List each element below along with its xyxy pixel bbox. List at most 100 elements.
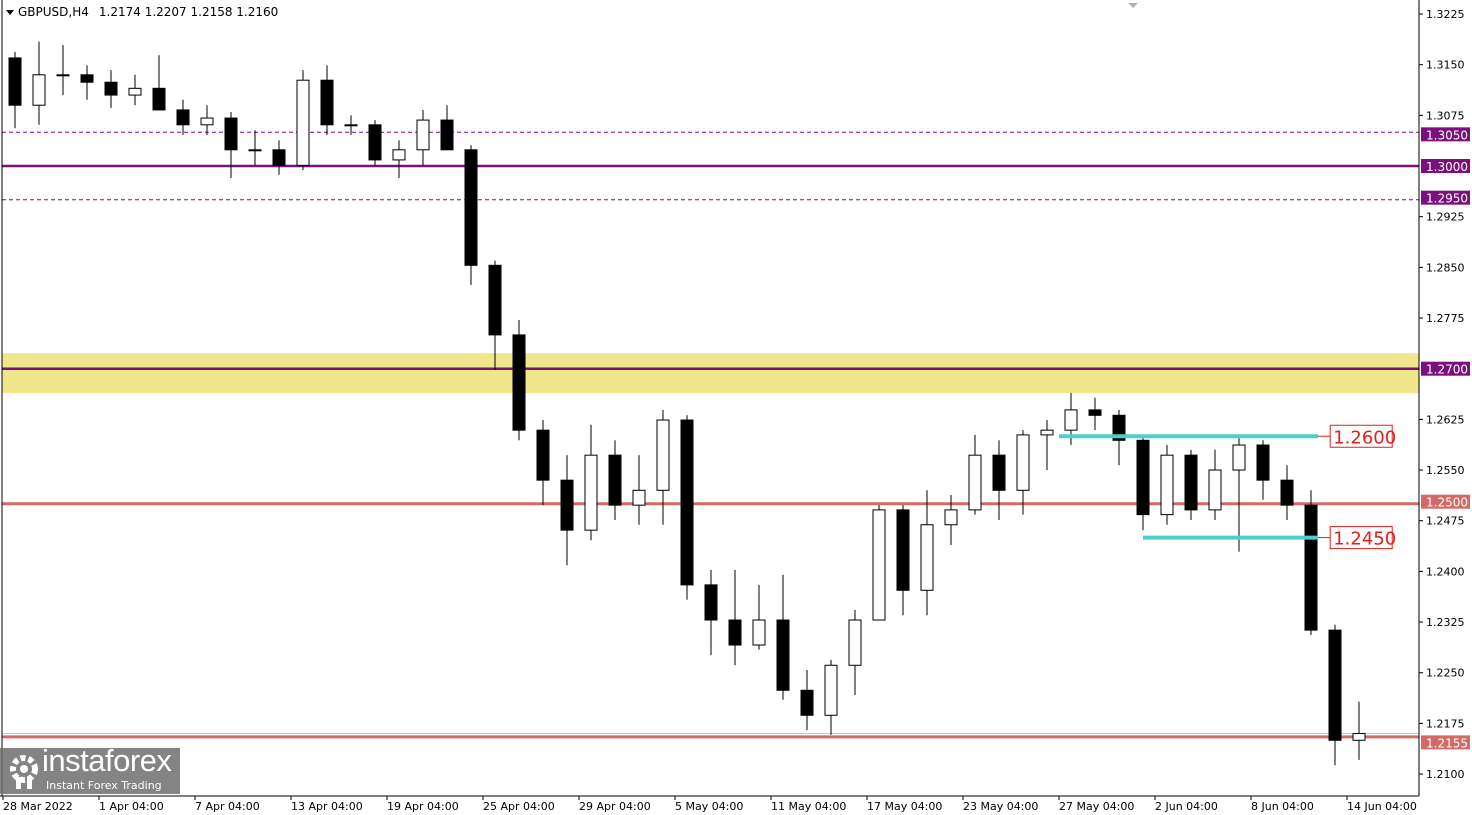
level-price-tag: [1421, 361, 1470, 376]
x-tick-label: 8 Jun 04:00: [1251, 800, 1314, 813]
bear-candle: [1136, 439, 1150, 516]
segment-label: 1.2450: [1333, 529, 1396, 550]
level-price-label: 1.2155: [1426, 736, 1468, 750]
x-tick-label: 28 Mar 2022: [3, 800, 73, 813]
bull-candle: [944, 509, 958, 526]
x-tick-label: 5 May 04:00: [675, 800, 743, 813]
y-tick-label: 1.2775: [1426, 312, 1465, 325]
bear-candle: [272, 149, 286, 166]
bull-candle: [56, 74, 70, 77]
x-tick-label: 27 May 04:00: [1059, 800, 1134, 813]
bear-candle: [1304, 504, 1318, 631]
y-tick-label: 1.2175: [1426, 717, 1465, 730]
chart-shift-marker-icon[interactable]: [1128, 3, 1138, 8]
logo-tagline: Instant Forex Trading: [46, 779, 162, 792]
x-tick-label: 7 Apr 04:00: [195, 800, 260, 813]
bull-candle: [1064, 409, 1078, 431]
y-tick-label: 1.3150: [1426, 59, 1465, 72]
instaforex-logo: instaforex Instant Forex Trading: [0, 743, 180, 794]
bear-candle: [896, 509, 910, 591]
bear-candle: [8, 57, 22, 106]
bear-candle: [1328, 629, 1342, 741]
bull-candle: [872, 509, 886, 621]
bull-candle: [392, 149, 406, 161]
level-price-label: 1.3050: [1426, 128, 1468, 142]
level-price-tag: [1421, 735, 1470, 750]
y-tick-label: 1.2325: [1426, 616, 1465, 629]
bull-candle: [968, 454, 982, 511]
bear-candle: [536, 429, 550, 481]
bear-candle: [176, 109, 190, 126]
bear-candle: [368, 124, 382, 161]
x-tick-label: 14 Jun 04:00: [1347, 800, 1417, 813]
x-tick-label: 2 Jun 04:00: [1155, 800, 1218, 813]
y-tick-label: 1.2925: [1426, 211, 1465, 224]
segment-label: 1.2600: [1333, 427, 1396, 448]
bear-candle: [728, 619, 742, 646]
bull-candle: [200, 117, 214, 126]
bull-candle: [848, 619, 862, 666]
bull-candle: [920, 524, 934, 591]
gear-logo-icon: [10, 755, 38, 789]
bull-candle: [824, 664, 838, 716]
ohlc-values: 1.2174 1.2207 1.2158 1.2160: [98, 5, 279, 19]
x-tick-label: 13 Apr 04:00: [291, 800, 363, 813]
bear-candle: [992, 454, 1006, 491]
bear-candle: [224, 117, 238, 151]
y-tick-label: 1.2100: [1426, 768, 1465, 781]
x-tick-label: 11 May 04:00: [771, 800, 846, 813]
bull-candle: [32, 74, 46, 106]
bull-candle: [344, 124, 358, 127]
bull-candle: [656, 419, 670, 491]
bear-candle: [800, 689, 814, 716]
level-price-label: 1.2950: [1426, 192, 1468, 206]
x-tick-label: 19 Apr 04:00: [387, 800, 459, 813]
bear-candle: [488, 264, 502, 336]
bull-candle: [752, 619, 766, 646]
level-price-tag: [1421, 159, 1470, 174]
y-tick-label: 1.2250: [1426, 667, 1465, 680]
resistance-zone: [2, 353, 1419, 394]
bear-candle: [608, 454, 622, 506]
bear-candle: [680, 419, 694, 586]
bear-candle: [704, 584, 718, 621]
y-tick-label: 1.2850: [1426, 261, 1465, 274]
bear-candle: [80, 74, 94, 83]
bull-candle: [584, 454, 598, 531]
y-tick-label: 1.2475: [1426, 515, 1465, 528]
bull-candle: [1208, 469, 1222, 511]
bear-candle: [1184, 454, 1198, 511]
bull-candle: [632, 489, 646, 506]
bull-candle: [248, 149, 262, 152]
x-tick-label: 29 Apr 04:00: [579, 800, 651, 813]
segment-label-box: [1329, 424, 1393, 448]
y-tick-label: 1.3225: [1426, 8, 1465, 21]
level-price-label: 1.3000: [1426, 160, 1468, 174]
x-tick-label: 25 Apr 04:00: [483, 800, 555, 813]
x-tick-label: 23 May 04:00: [963, 800, 1038, 813]
level-price-tag: [1421, 127, 1470, 142]
logo-brand: instaforex: [42, 743, 172, 778]
bull-candle: [128, 87, 142, 96]
y-tick-label: 1.2625: [1426, 413, 1465, 426]
bear-candle: [104, 81, 118, 96]
x-tick-label: 1 Apr 04:00: [99, 800, 164, 813]
bull-candle: [1352, 733, 1366, 741]
level-price-label: 1.2700: [1426, 363, 1468, 377]
level-price-label: 1.2500: [1426, 496, 1468, 510]
bull-candle: [1160, 454, 1174, 516]
bear-candle: [152, 87, 166, 111]
bear-candle: [560, 479, 574, 531]
level-price-tag: [1421, 190, 1470, 205]
bear-candle: [320, 79, 334, 126]
symbol-timeframe: GBPUSD,H4: [18, 5, 89, 19]
dropdown-triangle-icon[interactable]: [6, 9, 14, 15]
bear-candle: [464, 149, 478, 266]
level-price-tag: [1421, 494, 1470, 509]
bear-candle: [1088, 409, 1102, 416]
bull-candle: [1040, 429, 1054, 436]
y-tick-label: 1.2550: [1426, 464, 1465, 477]
y-tick-label: 1.3075: [1426, 109, 1465, 122]
chart-title: GBPUSD,H4 1.2174 1.2207 1.2158 1.2160: [6, 5, 278, 19]
